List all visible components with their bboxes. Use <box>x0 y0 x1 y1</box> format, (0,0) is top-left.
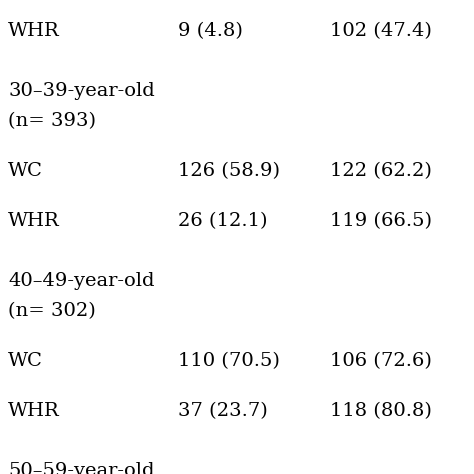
Text: 26 (12.1): 26 (12.1) <box>178 212 267 230</box>
Text: WC: WC <box>8 352 43 370</box>
Text: 50–59-year-old: 50–59-year-old <box>8 462 155 474</box>
Text: 9 (4.8): 9 (4.8) <box>178 22 243 40</box>
Text: (n= 393): (n= 393) <box>8 112 96 130</box>
Text: 119 (66.5): 119 (66.5) <box>330 212 432 230</box>
Text: WC: WC <box>8 162 43 180</box>
Text: 37 (23.7): 37 (23.7) <box>178 402 268 420</box>
Text: 126 (58.9): 126 (58.9) <box>178 162 280 180</box>
Text: 106 (72.6): 106 (72.6) <box>330 352 432 370</box>
Text: 30–39-year-old: 30–39-year-old <box>8 82 155 100</box>
Text: WHR: WHR <box>8 22 60 40</box>
Text: WHR: WHR <box>8 212 60 230</box>
Text: 40–49-year-old: 40–49-year-old <box>8 272 155 290</box>
Text: 102 (47.4): 102 (47.4) <box>330 22 432 40</box>
Text: 118 (80.8): 118 (80.8) <box>330 402 432 420</box>
Text: (n= 302): (n= 302) <box>8 302 96 320</box>
Text: 122 (62.2): 122 (62.2) <box>330 162 432 180</box>
Text: 110 (70.5): 110 (70.5) <box>178 352 280 370</box>
Text: WHR: WHR <box>8 402 60 420</box>
